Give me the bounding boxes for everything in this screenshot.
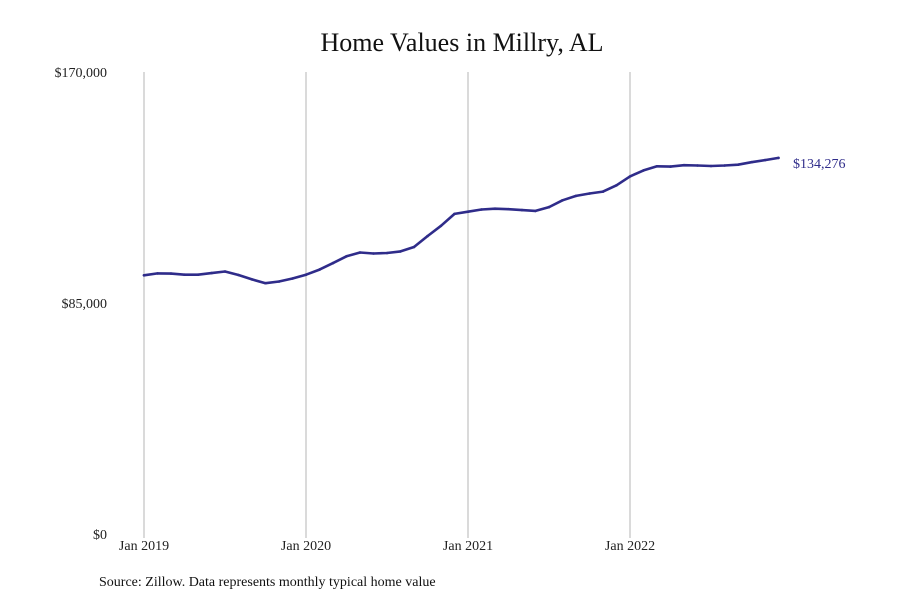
- x-tick-label: Jan 2021: [443, 539, 493, 554]
- gridlines: [143, 72, 631, 534]
- data-point: [156, 272, 159, 275]
- data-point: [426, 234, 429, 238]
- y-tick-label: $0: [93, 528, 107, 543]
- data-point: [439, 224, 443, 228]
- data-point: [615, 184, 618, 187]
- source-note: Source: Zillow. Data represents monthly …: [99, 575, 436, 590]
- data-point: [669, 165, 672, 168]
- data-point: [763, 158, 767, 162]
- data-point: [588, 192, 591, 195]
- data-point: [358, 251, 362, 254]
- x-tick-marks: [143, 534, 631, 538]
- data-point: [372, 252, 375, 255]
- data-point: [237, 273, 240, 277]
- data-point: [223, 270, 227, 273]
- data-point: [385, 251, 389, 255]
- x-tick-label: Jan 2019: [119, 539, 169, 554]
- data-point: [507, 207, 510, 211]
- data-point: [318, 268, 321, 271]
- data-point: [210, 271, 213, 275]
- data-point: [547, 205, 551, 209]
- data-point: [709, 164, 713, 168]
- data-point: [628, 175, 632, 178]
- y-tick-label: $85,000: [62, 297, 108, 312]
- chart-title: Home Values in Millry, AL: [320, 28, 603, 57]
- data-point: [466, 210, 470, 213]
- data-point: [642, 169, 645, 172]
- data-point: [561, 199, 564, 202]
- data-point: [750, 160, 753, 164]
- y-axis: $170,000 $85,000 $0: [55, 66, 108, 543]
- series: [142, 156, 780, 285]
- end-value-label: $134,276: [793, 157, 846, 172]
- series-line: [142, 156, 780, 285]
- x-tick-label: Jan 2022: [605, 539, 655, 554]
- data-point: [601, 190, 605, 193]
- data-point: [399, 250, 402, 253]
- data-point: [534, 209, 537, 213]
- data-point: [304, 273, 308, 277]
- data-point: [777, 156, 780, 160]
- data-point: [493, 207, 497, 210]
- data-point: [520, 208, 524, 212]
- y-tick-label: $170,000: [55, 66, 108, 81]
- x-axis: Jan 2019 Jan 2020 Jan 2021 Jan 2022: [119, 539, 655, 554]
- data-point: [655, 165, 659, 168]
- data-point: [169, 272, 173, 275]
- data-point: [277, 280, 281, 283]
- data-point: [453, 212, 456, 216]
- data-point: [736, 163, 740, 166]
- data-point: [412, 245, 416, 249]
- data-point: [480, 208, 483, 211]
- data-point: [723, 164, 726, 167]
- data-point: [696, 164, 699, 167]
- x-tick-label: Jan 2020: [281, 539, 331, 554]
- data-point: [142, 274, 146, 277]
- data-point: [183, 273, 186, 277]
- data-point: [682, 163, 686, 167]
- data-point: [331, 261, 335, 265]
- data-point: [574, 194, 578, 198]
- data-point: [250, 278, 254, 281]
- data-point: [196, 273, 200, 277]
- data-point: [345, 254, 348, 258]
- data-points: [142, 156, 780, 285]
- data-point: [291, 277, 294, 280]
- data-point: [264, 281, 267, 285]
